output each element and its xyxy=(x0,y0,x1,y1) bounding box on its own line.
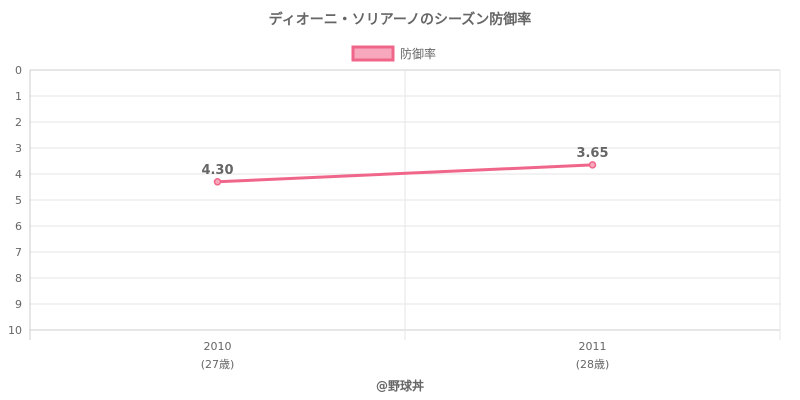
y-tick-label: 10 xyxy=(8,324,22,337)
footer-credit: @野球丼 xyxy=(376,378,424,393)
data-label: 4.30 xyxy=(201,163,233,178)
y-tick-label: 6 xyxy=(15,220,22,233)
data-point[interactable] xyxy=(588,161,597,169)
x-tick-sublabel: (28歳) xyxy=(576,358,610,371)
legend-label: 防御率 xyxy=(400,46,436,61)
grid-lines xyxy=(29,69,781,340)
series-line xyxy=(217,163,593,184)
x-tick-label: 2011 xyxy=(579,340,607,353)
y-tick-label: 5 xyxy=(15,194,22,207)
x-tick-label: 2010 xyxy=(204,340,232,353)
y-tick-label: 1 xyxy=(15,90,22,103)
series-group: 4.30 3.65 xyxy=(201,146,609,186)
y-tick-label: 2 xyxy=(15,116,22,129)
data-label: 3.65 xyxy=(576,146,608,161)
chart-title: ディオーニ・ソリアーノのシーズン防御率 xyxy=(269,11,532,28)
data-point[interactable] xyxy=(213,178,222,186)
y-tick-label: 9 xyxy=(15,298,22,311)
x-tick-sublabel: (27歳) xyxy=(201,358,235,371)
x-axis-ticks: 2010 (27歳) 2011 (28歳) xyxy=(201,340,610,371)
y-tick-label: 7 xyxy=(15,246,22,259)
y-tick-label: 8 xyxy=(15,272,22,285)
y-tick-label: 0 xyxy=(15,64,22,77)
y-tick-label: 3 xyxy=(15,142,22,155)
legend[interactable]: 防御率 xyxy=(351,45,436,62)
legend-swatch xyxy=(351,45,395,62)
y-axis-ticks: 0 1 2 3 4 5 6 7 8 9 10 xyxy=(8,64,22,337)
y-tick-label: 4 xyxy=(15,168,22,181)
